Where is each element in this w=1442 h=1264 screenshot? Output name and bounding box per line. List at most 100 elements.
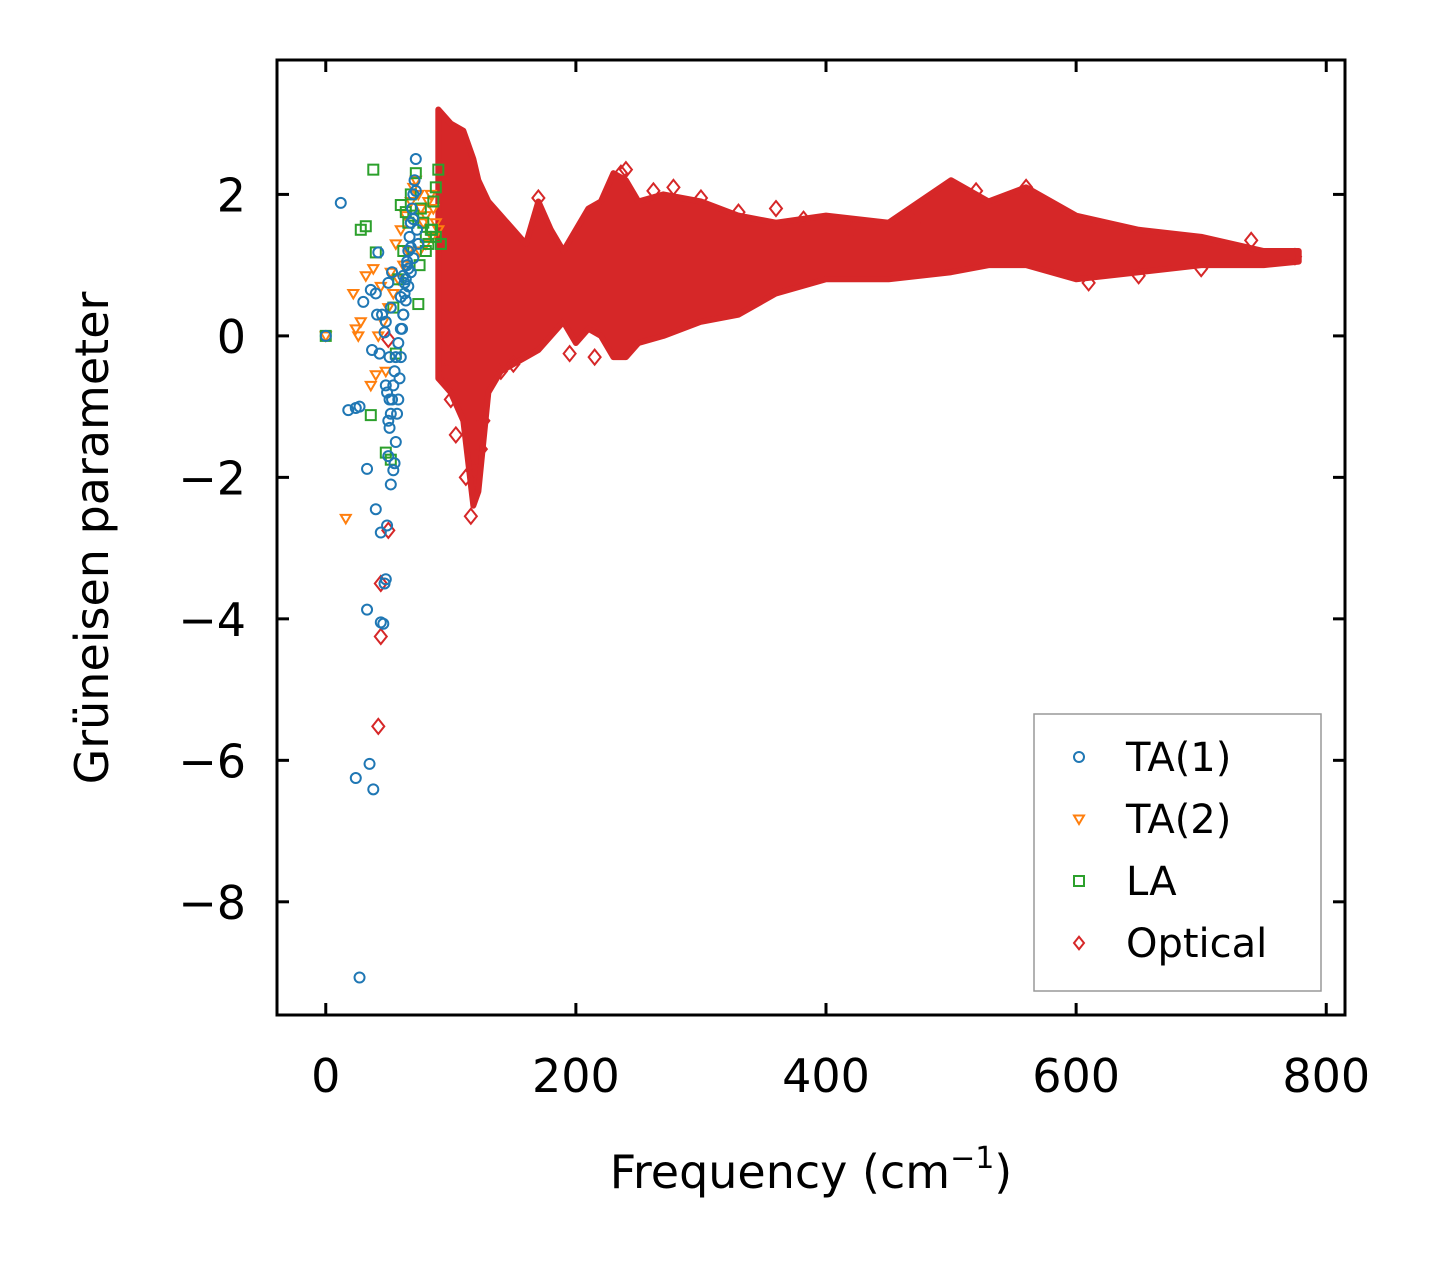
data-point	[409, 167, 422, 180]
data-point	[392, 393, 405, 406]
data-point	[394, 290, 407, 303]
data-point	[374, 281, 388, 294]
data-point	[407, 213, 420, 226]
data-point	[389, 239, 403, 251]
data-point	[334, 196, 347, 209]
series-ta-1-	[319, 153, 425, 984]
data-point	[367, 163, 380, 176]
legend: TA(1) TA(2) LA Optical	[1033, 713, 1322, 992]
tick-labels: 0 200 400 600 800 −8 −6 −4 −2 0 2	[178, 168, 1370, 1103]
x-axis-label-exponent: −1	[950, 1141, 994, 1176]
optical-point	[906, 213, 921, 232]
data-point	[429, 181, 442, 194]
optical-point	[476, 411, 491, 430]
data-point	[346, 288, 361, 301]
data-point	[411, 223, 424, 236]
data-point	[412, 298, 425, 311]
data-point	[383, 351, 396, 364]
data-point	[359, 220, 372, 233]
data-point	[429, 218, 443, 230]
x-tick-label: 200	[532, 1049, 620, 1103]
optical-point	[438, 362, 454, 381]
data-point	[426, 204, 441, 216]
optical-point	[458, 468, 474, 487]
data-point	[367, 783, 380, 796]
optical-point	[613, 164, 629, 183]
data-point	[384, 301, 397, 314]
data-point	[353, 400, 366, 413]
data-point	[384, 407, 397, 420]
data-point	[357, 295, 370, 308]
optical-point	[1131, 266, 1146, 285]
optical-point	[731, 202, 746, 222]
data-point	[398, 276, 411, 289]
data-point	[384, 478, 397, 491]
x-axis-label-suffix: )	[994, 1145, 1012, 1199]
data-point	[339, 513, 353, 526]
y-tick-label: 0	[217, 310, 246, 364]
optical-point	[443, 390, 459, 409]
legend-label: TA(2)	[1125, 797, 1231, 843]
data-point	[409, 153, 422, 166]
optical-point	[768, 199, 784, 218]
optical-point	[1287, 247, 1303, 266]
data-point	[354, 317, 368, 329]
plot-frame	[275, 58, 1347, 1017]
data-point	[394, 351, 407, 364]
data-point	[382, 450, 395, 463]
optical-point	[693, 188, 709, 208]
x-tick-label: 0	[311, 1049, 340, 1103]
y-tick-label: −8	[178, 876, 246, 930]
x-tick-label: 400	[782, 1049, 870, 1103]
legend-item: TA(2)	[1072, 797, 1231, 843]
data-point	[402, 262, 415, 275]
data-point	[391, 407, 404, 420]
optical-point	[506, 355, 521, 374]
legend-marker	[1073, 751, 1085, 763]
legend-marker	[1072, 935, 1086, 951]
optical-point	[493, 362, 509, 381]
data-point	[359, 271, 373, 283]
data-point	[374, 526, 387, 539]
data-point	[426, 223, 439, 236]
legend-label: Optical	[1126, 921, 1267, 967]
y-axis-label: Grüneisen parameter	[65, 291, 119, 784]
data-point	[388, 457, 401, 470]
legend-item: LA	[1073, 859, 1177, 905]
optical-point	[618, 160, 634, 179]
optical-point	[1081, 273, 1096, 292]
series-ta-2-	[319, 175, 446, 526]
optical-point	[448, 425, 464, 445]
data-point	[429, 230, 442, 243]
data-point	[381, 386, 394, 399]
data-point	[427, 195, 440, 208]
data-point	[349, 324, 363, 336]
optical-point	[843, 220, 859, 239]
data-point	[416, 218, 431, 230]
data-point	[401, 255, 414, 268]
data-point	[379, 379, 392, 392]
data-point	[389, 436, 402, 448]
data-point	[372, 246, 385, 259]
optical-point	[562, 344, 577, 363]
data-point	[413, 259, 426, 272]
data-point	[414, 202, 427, 215]
data-point	[414, 204, 428, 216]
y-tick-label: −2	[178, 451, 246, 505]
data-point	[407, 252, 420, 265]
data-point	[383, 421, 396, 434]
series-la	[319, 163, 447, 466]
y-tick-label: −4	[178, 593, 246, 647]
x-axis-label: Frequency (cm−1)	[610, 1141, 1013, 1199]
data-point	[432, 163, 445, 176]
data-point	[353, 971, 366, 984]
data-point	[363, 757, 376, 770]
data-point	[379, 573, 392, 586]
optical-point	[473, 439, 489, 459]
data-point	[419, 245, 432, 257]
data-point	[397, 308, 410, 321]
data-point	[387, 379, 400, 392]
data-point	[366, 264, 381, 276]
legend-items: TA(1) TA(2) LA Optical	[1072, 735, 1267, 967]
